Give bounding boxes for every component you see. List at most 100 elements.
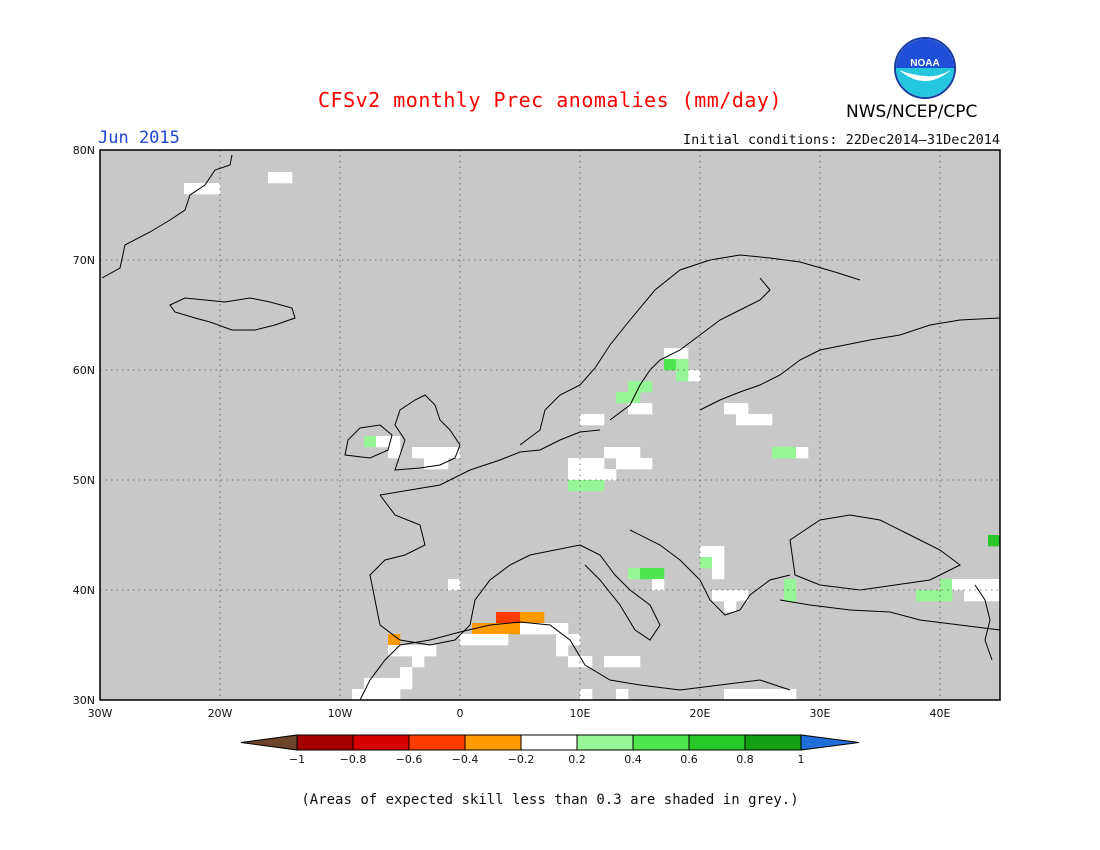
anomaly-cell	[712, 568, 725, 580]
skill-mask-background	[100, 150, 1000, 700]
anomaly-cell	[376, 436, 389, 448]
agency-label: NWS/NCEP/CPC	[846, 102, 978, 122]
anomaly-cell	[400, 645, 413, 657]
anomaly-cell	[964, 590, 977, 602]
anomaly-cell	[652, 579, 665, 591]
anomaly-cell	[640, 458, 653, 470]
x-tick-label: 10W	[328, 707, 353, 720]
anomaly-cell	[616, 447, 629, 459]
anomaly-cell	[376, 678, 389, 690]
anomaly-cell	[604, 469, 617, 481]
anomaly-cell	[364, 689, 377, 701]
anomaly-cell	[640, 403, 653, 415]
anomaly-cell	[388, 678, 401, 690]
anomaly-cell	[748, 414, 761, 426]
anomaly-cell	[796, 447, 809, 459]
anomaly-cell	[352, 689, 365, 701]
anomaly-cell	[508, 612, 521, 624]
anomaly-cell	[736, 689, 749, 701]
anomaly-cell	[628, 458, 641, 470]
anomaly-cell	[196, 183, 209, 195]
anomaly-cell	[364, 678, 377, 690]
anomaly-cell	[784, 590, 797, 602]
anomaly-cell	[544, 623, 557, 635]
anomaly-cell	[568, 469, 581, 481]
colorbar: −1 −0.8 −0.6 −0.4 −0.2 0.2 0.4 0.6 0.8 1	[240, 734, 860, 766]
anomaly-cell	[520, 623, 533, 635]
anomaly-cells	[184, 172, 1001, 701]
colorbar-label: 1	[798, 753, 805, 766]
anomaly-cell	[424, 458, 437, 470]
anomaly-cell	[400, 678, 413, 690]
anomaly-cell	[676, 359, 689, 371]
anomaly-cell	[556, 623, 569, 635]
anomaly-cell	[580, 689, 593, 701]
chart-title: CFSv2 monthly Prec anomalies (mm/day)	[317, 88, 783, 112]
colorbar-segment	[464, 734, 522, 751]
anomaly-cell	[520, 612, 533, 624]
anomaly-cell	[388, 436, 401, 448]
anomaly-cell	[784, 447, 797, 459]
anomaly-cell	[592, 458, 605, 470]
anomaly-cell	[532, 612, 545, 624]
colorbar-segment	[688, 734, 746, 751]
anomaly-cell	[268, 172, 281, 184]
anomaly-cell	[640, 381, 653, 393]
x-tick-label: 10E	[570, 707, 591, 720]
anomaly-cell	[616, 689, 629, 701]
anomaly-cell	[412, 656, 425, 668]
colorbar-label: 0.8	[736, 753, 754, 766]
anomaly-cell	[484, 634, 497, 646]
anomaly-cell	[736, 403, 749, 415]
anomaly-cell	[496, 634, 509, 646]
x-tick-label: 30W	[88, 707, 113, 720]
anomaly-cell	[616, 656, 629, 668]
anomaly-cell	[400, 667, 413, 679]
anomaly-cell	[748, 689, 761, 701]
anomaly-cell	[376, 689, 389, 701]
x-tick-label: 20E	[690, 707, 711, 720]
anomaly-cell	[364, 436, 377, 448]
colorbar-segment	[744, 734, 802, 751]
anomaly-cell	[496, 612, 509, 624]
anomaly-cell	[580, 480, 593, 492]
anomaly-cell	[712, 590, 725, 602]
anomaly-cell	[448, 447, 461, 459]
anomaly-cell	[592, 414, 605, 426]
noaa-logo-text: NOAA	[910, 58, 939, 69]
anomaly-cell	[628, 381, 641, 393]
anomaly-cell	[628, 568, 641, 580]
x-axis-labels: 30W 20W 10W 0 10E 20E 30E 40E	[88, 707, 951, 720]
anomaly-cell	[700, 557, 713, 569]
colorbar-label: 0.2	[568, 753, 586, 766]
anomaly-cell	[580, 458, 593, 470]
anomaly-cell	[388, 634, 401, 646]
anomaly-cell	[628, 403, 641, 415]
anomaly-cell	[940, 590, 953, 602]
anomaly-cell	[628, 656, 641, 668]
colorbar-segment	[576, 734, 634, 751]
anomaly-cell	[640, 568, 653, 580]
anomaly-cell	[532, 623, 545, 635]
valid-month: Jun 2015	[98, 128, 180, 148]
anomaly-cell	[724, 403, 737, 415]
graticule	[100, 150, 1000, 700]
anomaly-cell	[208, 183, 221, 195]
anomaly-cell	[688, 370, 701, 382]
anomaly-cell	[556, 634, 569, 646]
y-axis-labels: 30N 40N 50N 60N 70N 80N	[73, 144, 95, 707]
anomaly-cell	[628, 447, 641, 459]
colorbar-segment	[296, 734, 354, 751]
anomaly-cell	[412, 447, 425, 459]
y-tick-label: 60N	[73, 364, 95, 377]
anomaly-cell	[988, 579, 1001, 591]
colorbar-label: −0.4	[452, 753, 479, 766]
colorbar-label: 0.4	[624, 753, 642, 766]
anomaly-cell	[472, 623, 485, 635]
anomaly-cell	[280, 172, 293, 184]
anomaly-cell	[460, 634, 473, 646]
anomaly-cell	[424, 447, 437, 459]
anomaly-cell	[580, 656, 593, 668]
anomaly-cell	[424, 645, 437, 657]
